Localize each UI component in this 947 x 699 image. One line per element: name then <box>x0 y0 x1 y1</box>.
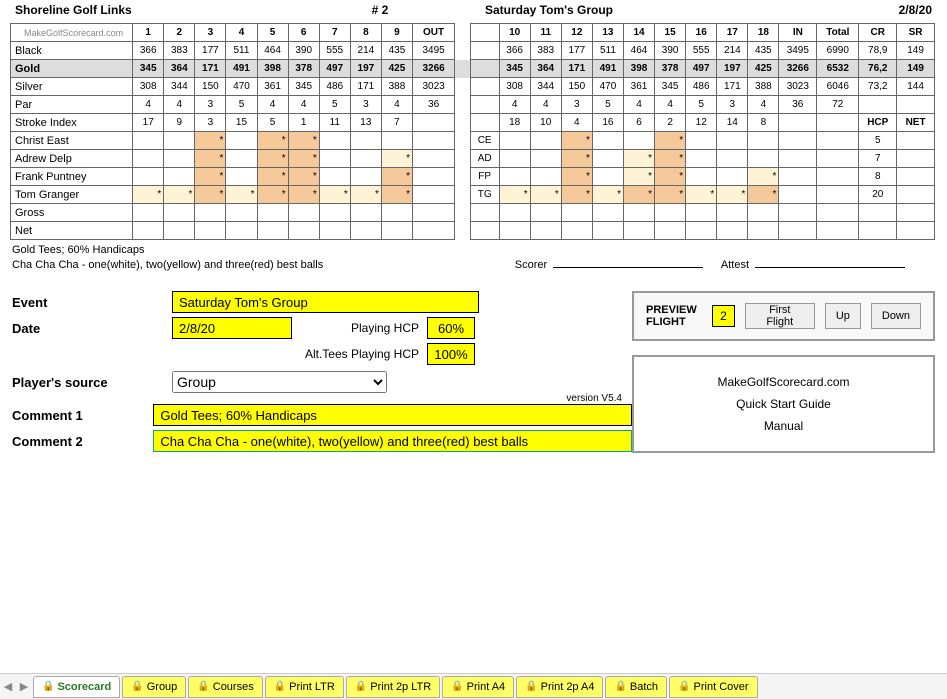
tab-print-2p-ltr[interactable]: 🔒Print 2p LTR <box>346 676 440 698</box>
comment2-input[interactable]: Cha Cha Cha - one(white), two(yellow) an… <box>153 430 632 452</box>
tab-group[interactable]: 🔒Group <box>122 676 186 698</box>
header-date: 2/8/20 <box>745 3 932 17</box>
tab-courses[interactable]: 🔒Courses <box>188 676 262 698</box>
sheet-tabs: ◀ ▶ 🔒Scorecard🔒Group🔒Courses🔒Print LTR🔒P… <box>0 673 947 699</box>
tab-prev-icon[interactable]: ◀ <box>0 680 16 693</box>
event-input[interactable]: Saturday Tom's Group <box>172 291 479 313</box>
date-label: Date <box>12 321 172 336</box>
comment1-input[interactable]: Gold Tees; 60% Handicaps <box>153 404 632 426</box>
tab-print-cover[interactable]: 🔒Print Cover <box>669 676 757 698</box>
lock-icon: 🔒 <box>355 681 367 692</box>
preview-label: PREVIEW FLIGHT <box>646 304 702 328</box>
player-source-select[interactable]: Group <box>172 371 387 393</box>
tab-print-2p-a4[interactable]: 🔒Print 2p A4 <box>516 676 603 698</box>
help-site[interactable]: MakeGolfScorecard.com <box>654 371 913 393</box>
tab-batch[interactable]: 🔒Batch <box>605 676 667 698</box>
lock-icon: 🔒 <box>274 681 286 692</box>
playing-hcp-label: Playing HCP <box>292 321 427 335</box>
help-panel: MakeGolfScorecard.com Quick Start Guide … <box>632 355 935 453</box>
lock-icon: 🔒 <box>42 681 54 692</box>
help-quickstart[interactable]: Quick Start Guide <box>654 393 913 415</box>
help-manual[interactable]: Manual <box>654 415 913 437</box>
lock-icon: 🔒 <box>197 681 209 692</box>
comment1-label: Comment 1 <box>12 408 153 423</box>
course-name: Shoreline Golf Links <box>15 3 275 17</box>
lock-icon: 🔒 <box>131 681 143 692</box>
down-button[interactable]: Down <box>871 303 921 329</box>
version-label: version V5.4 <box>12 393 622 404</box>
note-line-2: Cha Cha Cha - one(white), two(yellow) an… <box>12 258 515 273</box>
scorer-label: Scorer <box>515 259 547 271</box>
tab-print-a4[interactable]: 🔒Print A4 <box>442 676 514 698</box>
event-label: Event <box>12 295 172 310</box>
attest-label: Attest <box>721 259 749 271</box>
lock-icon: 🔒 <box>451 681 463 692</box>
alt-hcp-input[interactable]: 100% <box>427 343 475 365</box>
card-number: # 2 <box>275 3 485 17</box>
player-source-label: Player's source <box>12 375 172 390</box>
alt-hcp-label: Alt.Tees Playing HCP <box>292 347 427 361</box>
tab-next-icon[interactable]: ▶ <box>16 680 32 693</box>
event-name: Saturday Tom's Group <box>485 3 745 17</box>
lock-icon: 🔒 <box>678 681 690 692</box>
lock-icon: 🔒 <box>614 681 626 692</box>
tab-print-ltr[interactable]: 🔒Print LTR <box>265 676 344 698</box>
tab-scorecard[interactable]: 🔒Scorecard <box>33 676 120 698</box>
comment2-label: Comment 2 <box>12 434 153 449</box>
scorecard-table: MakeGolfScorecard.com123456789OUT1011121… <box>10 23 935 240</box>
lock-icon: 🔒 <box>525 681 537 692</box>
date-input[interactable]: 2/8/20 <box>172 317 292 339</box>
first-flight-button[interactable]: First Flight <box>745 303 815 329</box>
preview-flight-panel: PREVIEW FLIGHT 2 First Flight Up Down <box>632 291 935 341</box>
preview-number: 2 <box>712 305 735 327</box>
note-line-1: Gold Tees; 60% Handicaps <box>12 243 935 258</box>
up-button[interactable]: Up <box>825 303 861 329</box>
playing-hcp-input[interactable]: 60% <box>427 317 475 339</box>
